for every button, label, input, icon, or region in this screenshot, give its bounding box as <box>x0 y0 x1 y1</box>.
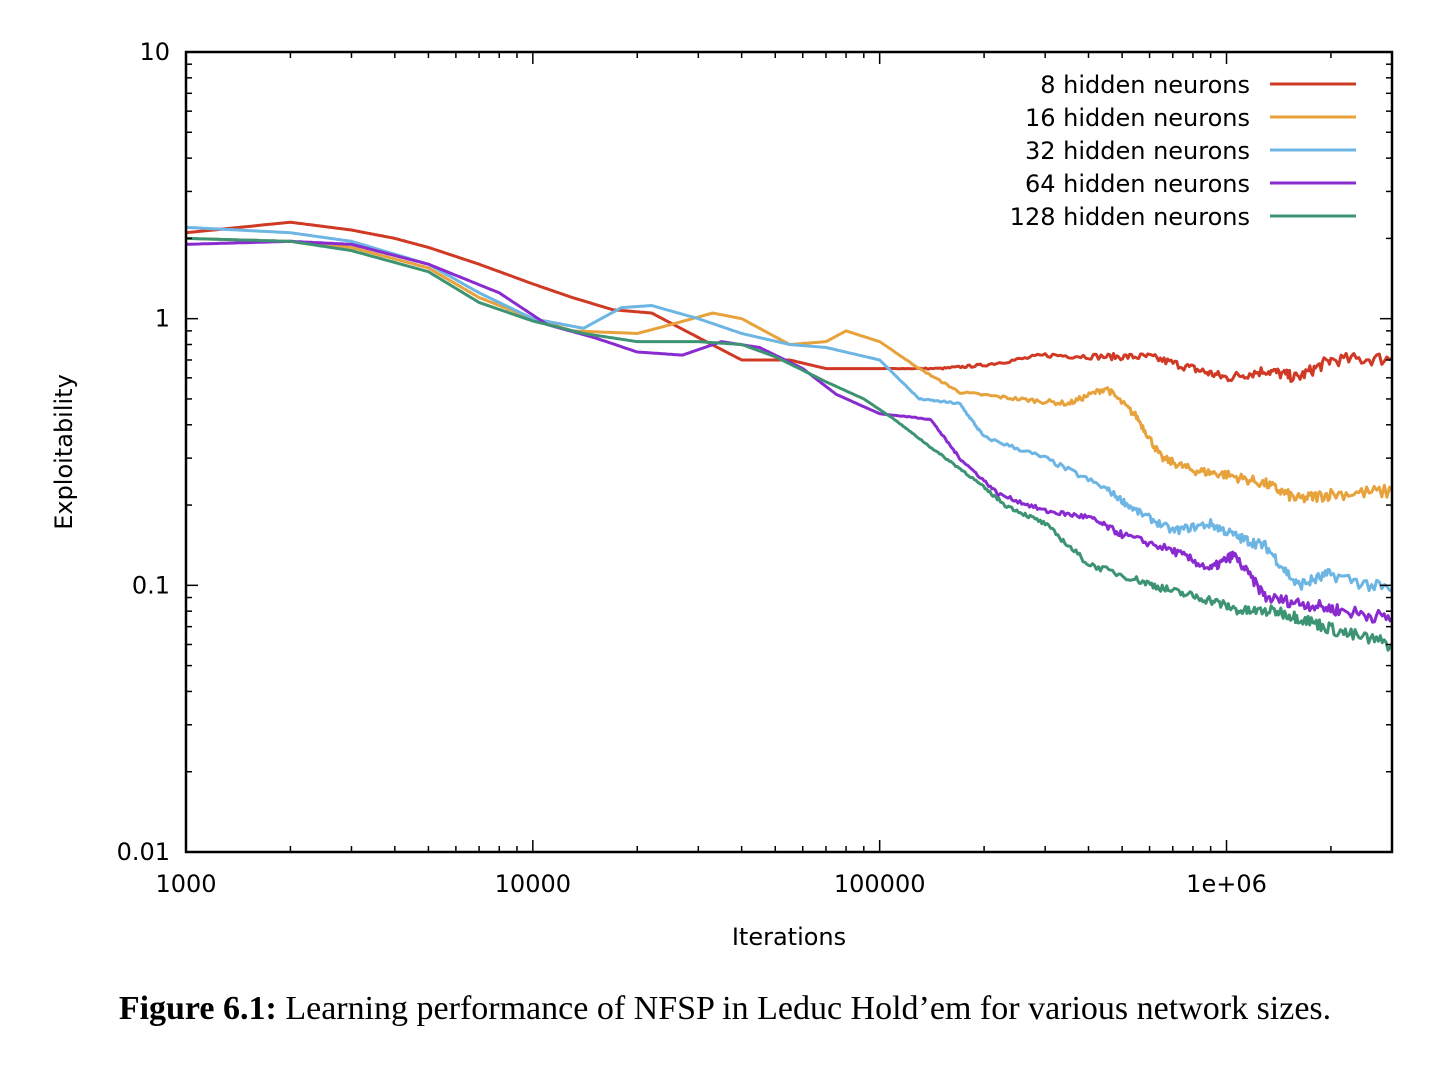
legend: 8 hidden neurons 16 hidden neurons 32 hidd… <box>1010 71 1356 231</box>
series-line <box>185 225 1393 593</box>
legend-label: 8 hidden neurons <box>1040 71 1250 99</box>
y-tick-label: 10 <box>139 38 170 66</box>
legend-label: 32 hidden neurons <box>1025 137 1250 165</box>
caption-text: Learning performance of NFSP in Leduc Ho… <box>285 990 1332 1027</box>
x-tick-label: 1000 <box>155 870 216 898</box>
series-line <box>185 239 1394 624</box>
figure-caption: Figure 6.1: Learning performance of NFSP… <box>0 990 1450 1028</box>
ticks-layer: 1000 10000 100000 1e+06 0.01 0.1 1 10 <box>117 38 1393 898</box>
x-tick-label: 10000 <box>495 870 571 898</box>
y-axis-title: Exploitability <box>50 374 78 530</box>
plot-frame <box>184 50 1394 854</box>
legend-label: 128 hidden neurons <box>1010 203 1250 231</box>
x-tick-label: 100000 <box>834 870 926 898</box>
legend-label: 64 hidden neurons <box>1025 170 1250 198</box>
x-axis-title: Iterations <box>732 923 846 951</box>
series-line <box>185 236 1394 504</box>
series-line <box>185 236 1394 652</box>
y-tick-label: 0.1 <box>132 571 170 599</box>
y-tick-label: 1 <box>155 305 170 333</box>
y-tick-label: 0.01 <box>117 838 170 866</box>
legend-label: 16 hidden neurons <box>1025 104 1250 132</box>
chart-canvas: 1000 10000 100000 1e+06 0.01 0.1 1 10 Iteration… <box>50 38 1394 951</box>
series-line <box>185 220 1393 383</box>
caption-label: Figure 6.1: <box>118 990 277 1027</box>
x-tick-label: 1e+06 <box>1186 870 1267 898</box>
plot-layer <box>185 220 1394 652</box>
